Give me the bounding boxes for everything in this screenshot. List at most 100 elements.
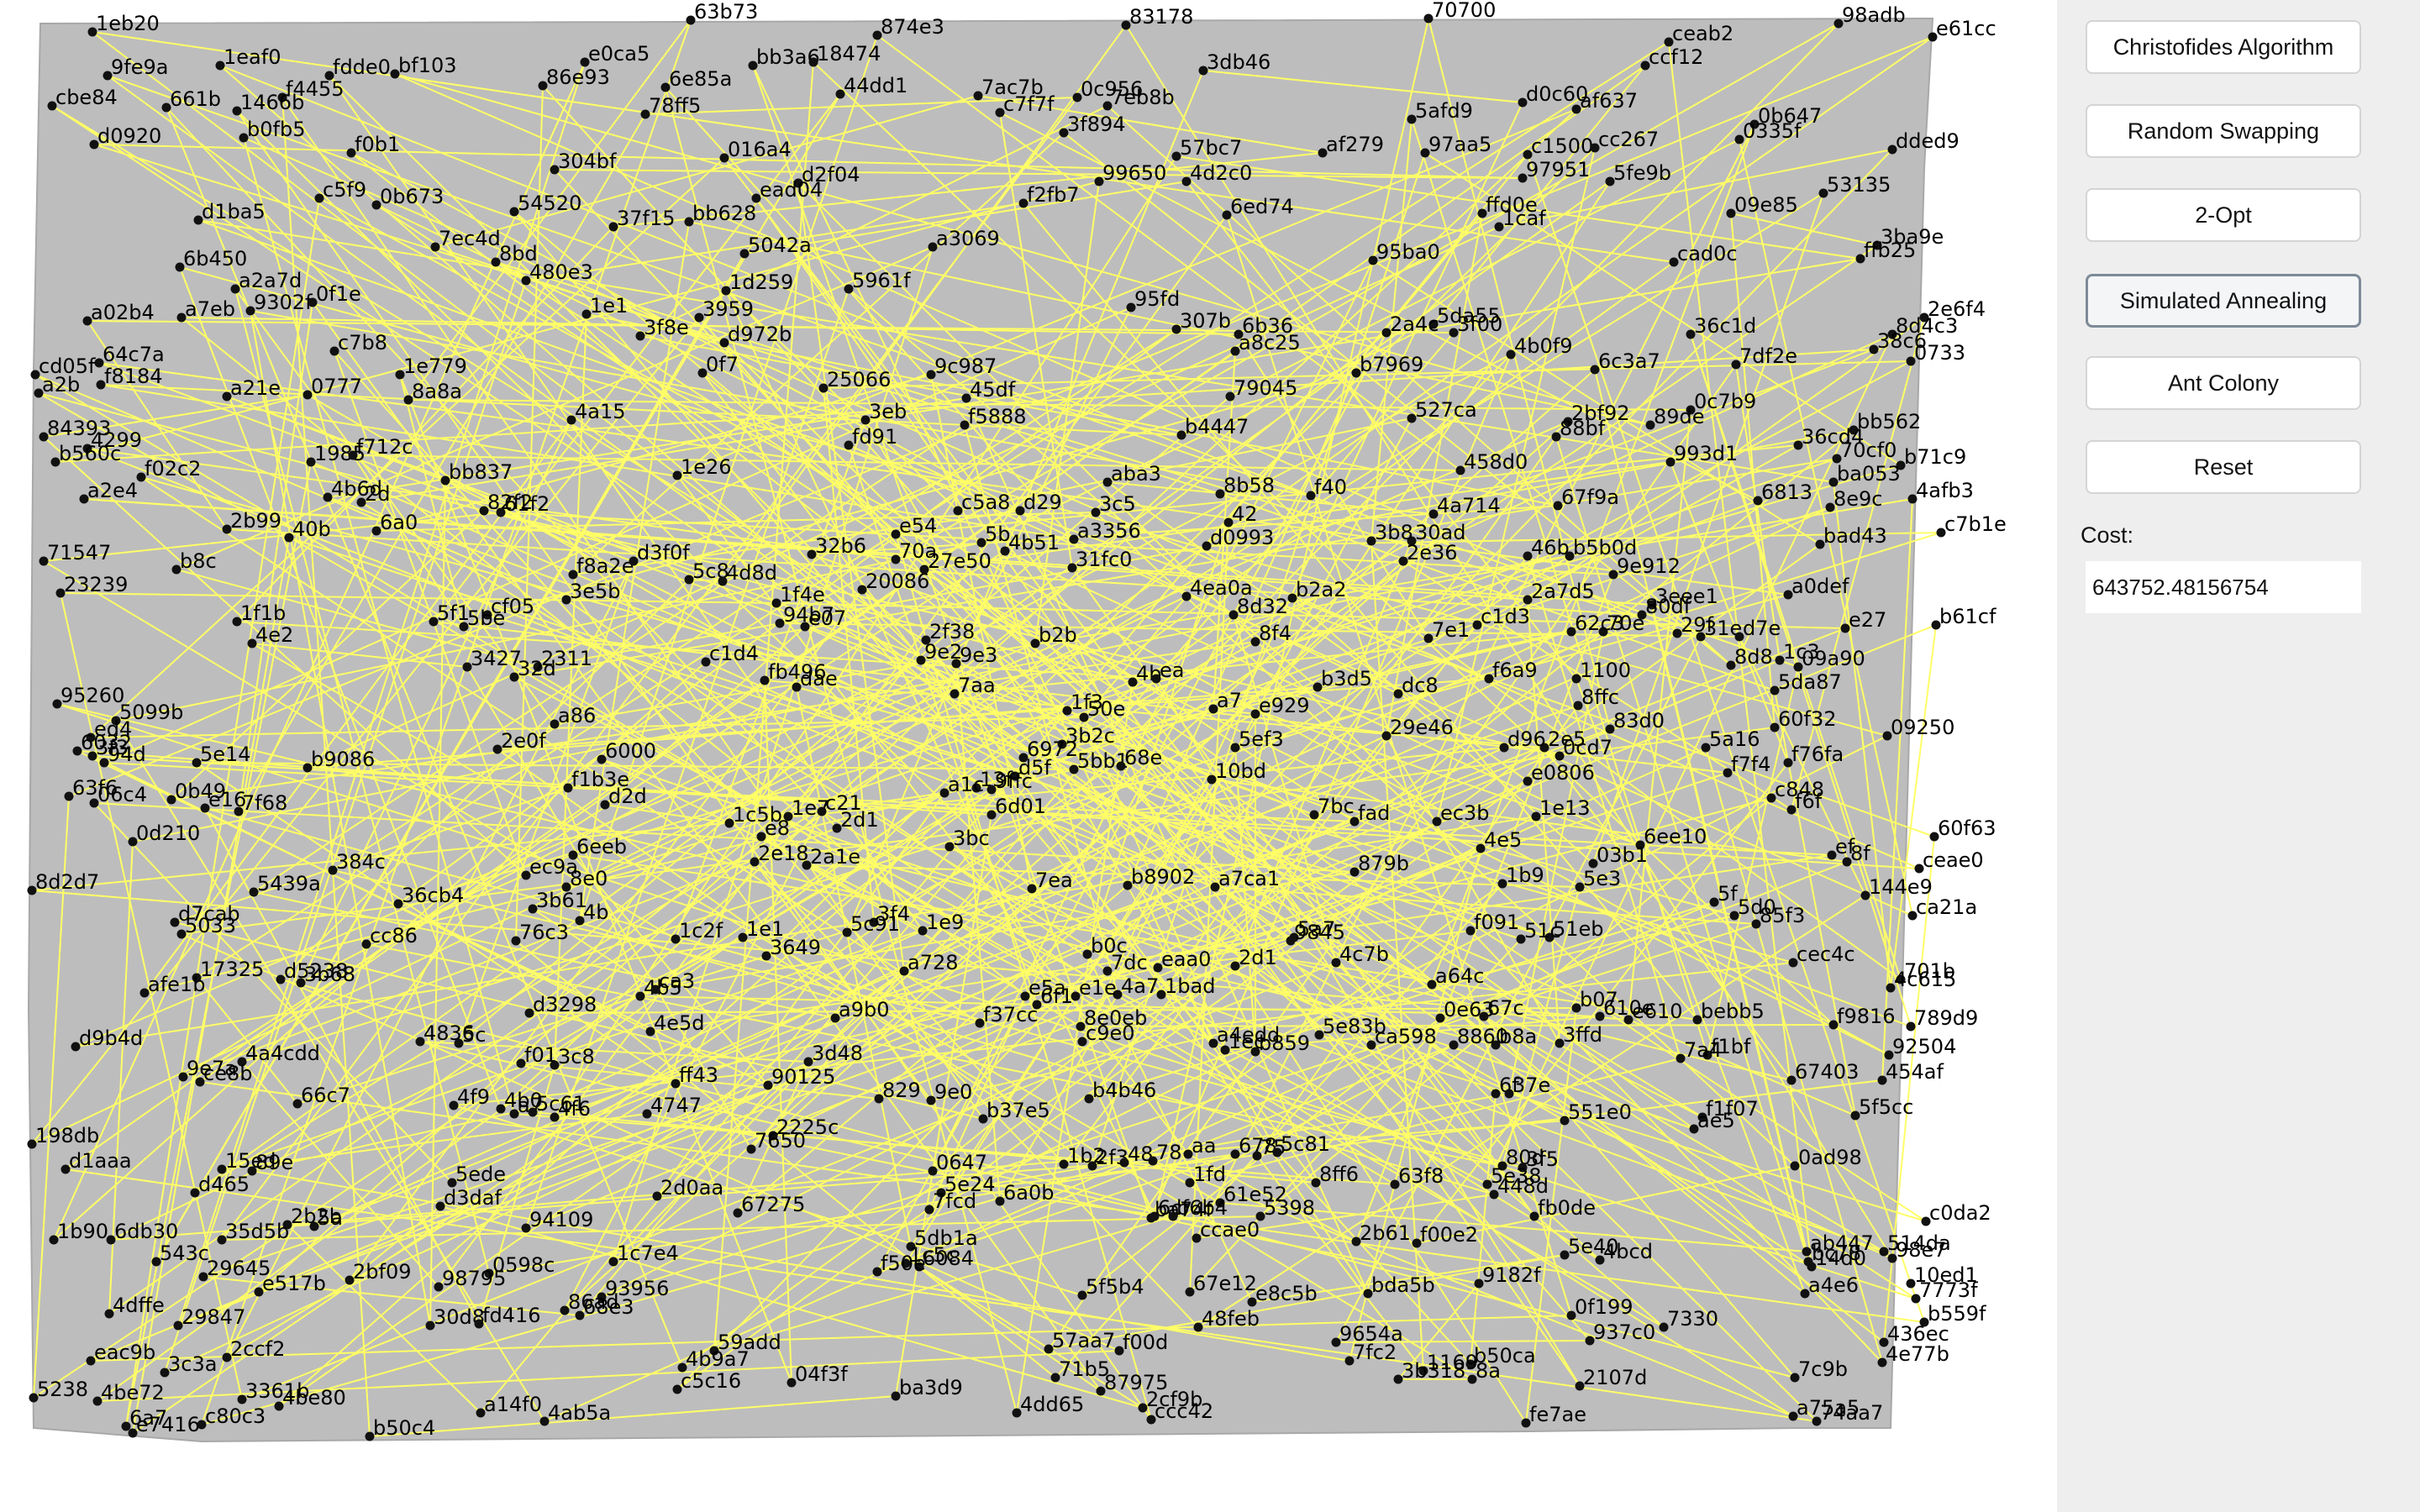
node-label: b7969	[1360, 353, 1423, 376]
tour-edge	[1256, 1155, 1424, 1372]
city-node: 2bf92	[1563, 402, 1630, 427]
node-dot	[568, 850, 578, 860]
city-node: 3f5	[1518, 1147, 1559, 1173]
tour-edge	[702, 372, 1497, 1046]
ant-colony-button[interactable]: Ant Colony	[2086, 356, 2361, 410]
city-node: cc267	[1590, 128, 1659, 153]
tour-edge	[60, 592, 777, 604]
node-dot	[403, 395, 413, 405]
node-label: c7f7f	[1003, 92, 1055, 116]
tour-edge	[564, 421, 1569, 1311]
tour-edge	[705, 661, 1433, 985]
tour-edge	[307, 686, 1318, 769]
node-label: d9b4d	[79, 1026, 143, 1050]
node-dot	[750, 857, 760, 867]
tour-edge	[369, 1395, 897, 1437]
city-node: 1b2	[1059, 1144, 1106, 1169]
node-dot	[802, 860, 812, 870]
node-label: 4f9	[457, 1085, 490, 1109]
city-node: 1c3	[1775, 640, 1820, 665]
node-dot	[1531, 811, 1541, 822]
tour-edge	[75, 816, 1537, 1047]
tour-edge	[1234, 540, 1413, 967]
city-node: f091	[1465, 911, 1519, 936]
node-dot	[50, 457, 60, 467]
node-dot	[1919, 312, 1929, 323]
graph-canvas[interactable]: 1eb20 63b73 874e3 83178 70700 98adb e61cc 9fe9a…	[0, 0, 2057, 1512]
node-dot	[361, 939, 371, 949]
node-dot	[1012, 1408, 1022, 1418]
city-node: 20086	[857, 570, 929, 595]
node-dot	[1000, 546, 1010, 556]
tour-edge	[199, 1081, 1925, 1323]
node-label: 4a4cdd	[245, 1042, 320, 1065]
node-label: d7e	[1743, 617, 1781, 640]
node-label: 5033	[185, 914, 236, 937]
node-dot	[1521, 1418, 1531, 1428]
node-label: 68e3	[583, 1295, 634, 1319]
node-label: 1466b	[240, 91, 304, 114]
city-node: f0b1	[346, 133, 400, 158]
node-dot	[474, 1319, 484, 1329]
city-node: 448d	[1489, 1174, 1549, 1200]
node-label: 1c3	[1783, 640, 1820, 664]
node-label: 6a7	[129, 1406, 167, 1430]
node-label: 1b2	[1067, 1144, 1106, 1168]
node-label: b4b46	[1092, 1079, 1156, 1102]
node-label: 71b5	[1059, 1357, 1110, 1381]
node-dot	[234, 806, 244, 816]
node-dot	[459, 622, 469, 632]
two-opt-button[interactable]: 2-Opt	[2086, 188, 2361, 242]
city-node: d972b	[719, 323, 792, 348]
node-label: 2e36	[1407, 541, 1458, 564]
city-node: 29645	[198, 1257, 271, 1282]
tour-edge	[1214, 886, 1757, 925]
node-label: 6b36	[1242, 314, 1293, 338]
tour-edge	[194, 181, 1611, 1194]
node-dot	[1585, 1336, 1595, 1346]
node-label: 98795	[442, 1267, 506, 1290]
city-node: 97aa5	[1420, 133, 1491, 158]
node-dot	[645, 1026, 655, 1037]
tour-edge	[350, 152, 1021, 512]
city-node: ceab2	[1664, 22, 1733, 47]
node-label: a7	[1217, 689, 1242, 712]
city-node: 5042a	[739, 234, 812, 259]
node-dot	[926, 1095, 936, 1105]
simulated-annealing-button[interactable]: Simulated Annealing	[2086, 274, 2361, 328]
node-label: d465	[198, 1173, 250, 1196]
tour-edge	[949, 846, 1159, 969]
random-swapping-button[interactable]: Random Swapping	[2086, 104, 2361, 158]
cost-value-field[interactable]: 643752.48156754	[2086, 561, 2361, 613]
reset-button[interactable]: Reset	[2086, 440, 2361, 494]
city-node: 13f	[971, 768, 1013, 793]
city-node: 5033	[176, 914, 236, 939]
node-dot	[1420, 148, 1430, 158]
node-dot	[64, 791, 74, 801]
node-label: 2cf9b	[1146, 1388, 1202, 1411]
tour-edge	[258, 995, 1076, 1293]
node-dot	[561, 882, 571, 892]
node-label: 3c8	[558, 1045, 595, 1068]
city-node: ff43	[671, 1063, 718, 1089]
node-dot	[476, 1408, 486, 1418]
tour-edge	[725, 290, 1155, 1217]
christofides-button[interactable]: Christofides Algorithm	[2086, 20, 2361, 74]
city-node: 7fcd	[924, 1189, 976, 1215]
node-dot	[1313, 682, 1323, 692]
city-node: d29	[1015, 491, 1062, 516]
city-node: a21e	[222, 376, 281, 402]
node-label: 8f	[1850, 842, 1870, 865]
tour-edge	[1397, 317, 1925, 695]
node-dot	[561, 595, 571, 605]
tour-edge	[650, 854, 1833, 1032]
node-dot	[1692, 1015, 1702, 1025]
city-node: 4c7b	[1331, 942, 1389, 968]
city-node: 9e912	[1608, 554, 1681, 580]
city-node: 1e1	[581, 294, 628, 319]
node-label: 79045	[1234, 376, 1297, 400]
node-label: 448d	[1497, 1174, 1549, 1198]
city-node: 6ed74	[1222, 195, 1294, 220]
tour-edge	[1525, 1007, 1577, 1424]
node-dot	[1555, 751, 1565, 761]
